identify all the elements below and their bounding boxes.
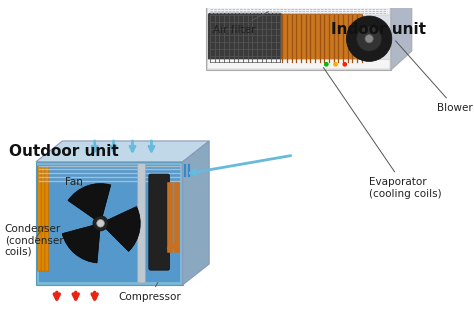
FancyBboxPatch shape (207, 59, 390, 69)
FancyBboxPatch shape (41, 166, 45, 271)
FancyBboxPatch shape (45, 166, 49, 271)
Polygon shape (391, 0, 412, 70)
FancyBboxPatch shape (37, 166, 41, 271)
Circle shape (346, 16, 392, 61)
Circle shape (333, 62, 338, 67)
Wedge shape (105, 207, 140, 252)
Circle shape (342, 62, 347, 67)
Text: Air filter: Air filter (213, 12, 268, 35)
Text: Blower: Blower (396, 41, 473, 113)
Text: Outdoor unit: Outdoor unit (9, 144, 119, 159)
FancyBboxPatch shape (149, 174, 170, 270)
Polygon shape (36, 141, 209, 162)
Polygon shape (36, 162, 182, 285)
Wedge shape (62, 225, 100, 263)
Circle shape (365, 35, 373, 43)
FancyBboxPatch shape (207, 0, 390, 15)
Circle shape (93, 216, 108, 231)
Text: Fan: Fan (65, 177, 83, 187)
FancyBboxPatch shape (138, 164, 146, 283)
FancyBboxPatch shape (39, 165, 180, 282)
Circle shape (324, 62, 328, 67)
FancyBboxPatch shape (208, 13, 282, 64)
Circle shape (97, 220, 104, 227)
Text: Indoor unit: Indoor unit (331, 22, 426, 37)
Wedge shape (68, 184, 111, 220)
Polygon shape (206, 0, 391, 70)
FancyBboxPatch shape (281, 14, 363, 63)
Circle shape (356, 26, 382, 51)
Text: Condenser
(condenser
coils): Condenser (condenser coils) (5, 224, 64, 257)
Text: Evaporator
(cooling coils): Evaporator (cooling coils) (323, 68, 442, 198)
Polygon shape (182, 141, 209, 285)
Text: Compressor: Compressor (118, 283, 181, 302)
